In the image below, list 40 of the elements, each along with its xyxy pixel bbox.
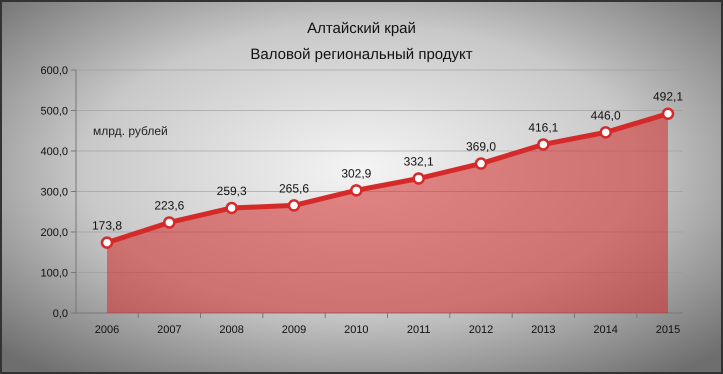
- data-label: 265,6: [278, 181, 310, 196]
- x-tick-label: 2006: [94, 324, 120, 336]
- point: [225, 202, 238, 214]
- point: [537, 138, 550, 151]
- data-label: 173,8: [92, 218, 122, 233]
- y-tick-label: 500,0: [40, 106, 68, 118]
- point: [163, 216, 176, 229]
- data-label: 259,3: [216, 184, 248, 198]
- data-label: 369,0: [466, 140, 496, 154]
- y-tick-label: 400,0: [40, 146, 68, 158]
- x-tick-label: 2011: [406, 324, 430, 336]
- y-tick-label: 600,0: [40, 65, 68, 77]
- point: [350, 184, 363, 197]
- data-label: 416,1: [528, 120, 559, 134]
- y-tick-label: 300,0: [40, 186, 68, 198]
- point: [100, 236, 114, 249]
- y-tick-label: 100,0: [40, 268, 68, 280]
- data-label: 332,1: [404, 154, 434, 168]
- point: [412, 172, 425, 185]
- data-label: 492,1: [652, 90, 684, 104]
- chart-subtitle: Валовой региональный продукт: [250, 46, 473, 63]
- x-tick-label: 2013: [531, 324, 556, 336]
- point: [599, 126, 612, 139]
- annotation: млрд. рублей: [93, 124, 168, 138]
- point: [662, 107, 674, 120]
- point: [474, 157, 488, 170]
- chart-title: Алтайский край: [307, 20, 416, 37]
- point: [288, 199, 300, 212]
- y-tick-label: 200,0: [40, 227, 68, 239]
- x-tick-label: 2010: [344, 324, 369, 336]
- x-tick-label: 2014: [593, 324, 618, 336]
- x-tick-label: 2007: [157, 324, 182, 336]
- y-tick-label: 0,0: [52, 308, 68, 320]
- x-tick-label: 2009: [282, 324, 306, 336]
- data-label: 446,0: [590, 108, 622, 122]
- x-tick-label: 2015: [656, 324, 680, 336]
- data-label: 302,9: [341, 166, 372, 180]
- data-label: 223,6: [154, 198, 185, 212]
- x-tick-label: 2012: [468, 324, 494, 336]
- x-tick-label: 2008: [219, 324, 244, 336]
